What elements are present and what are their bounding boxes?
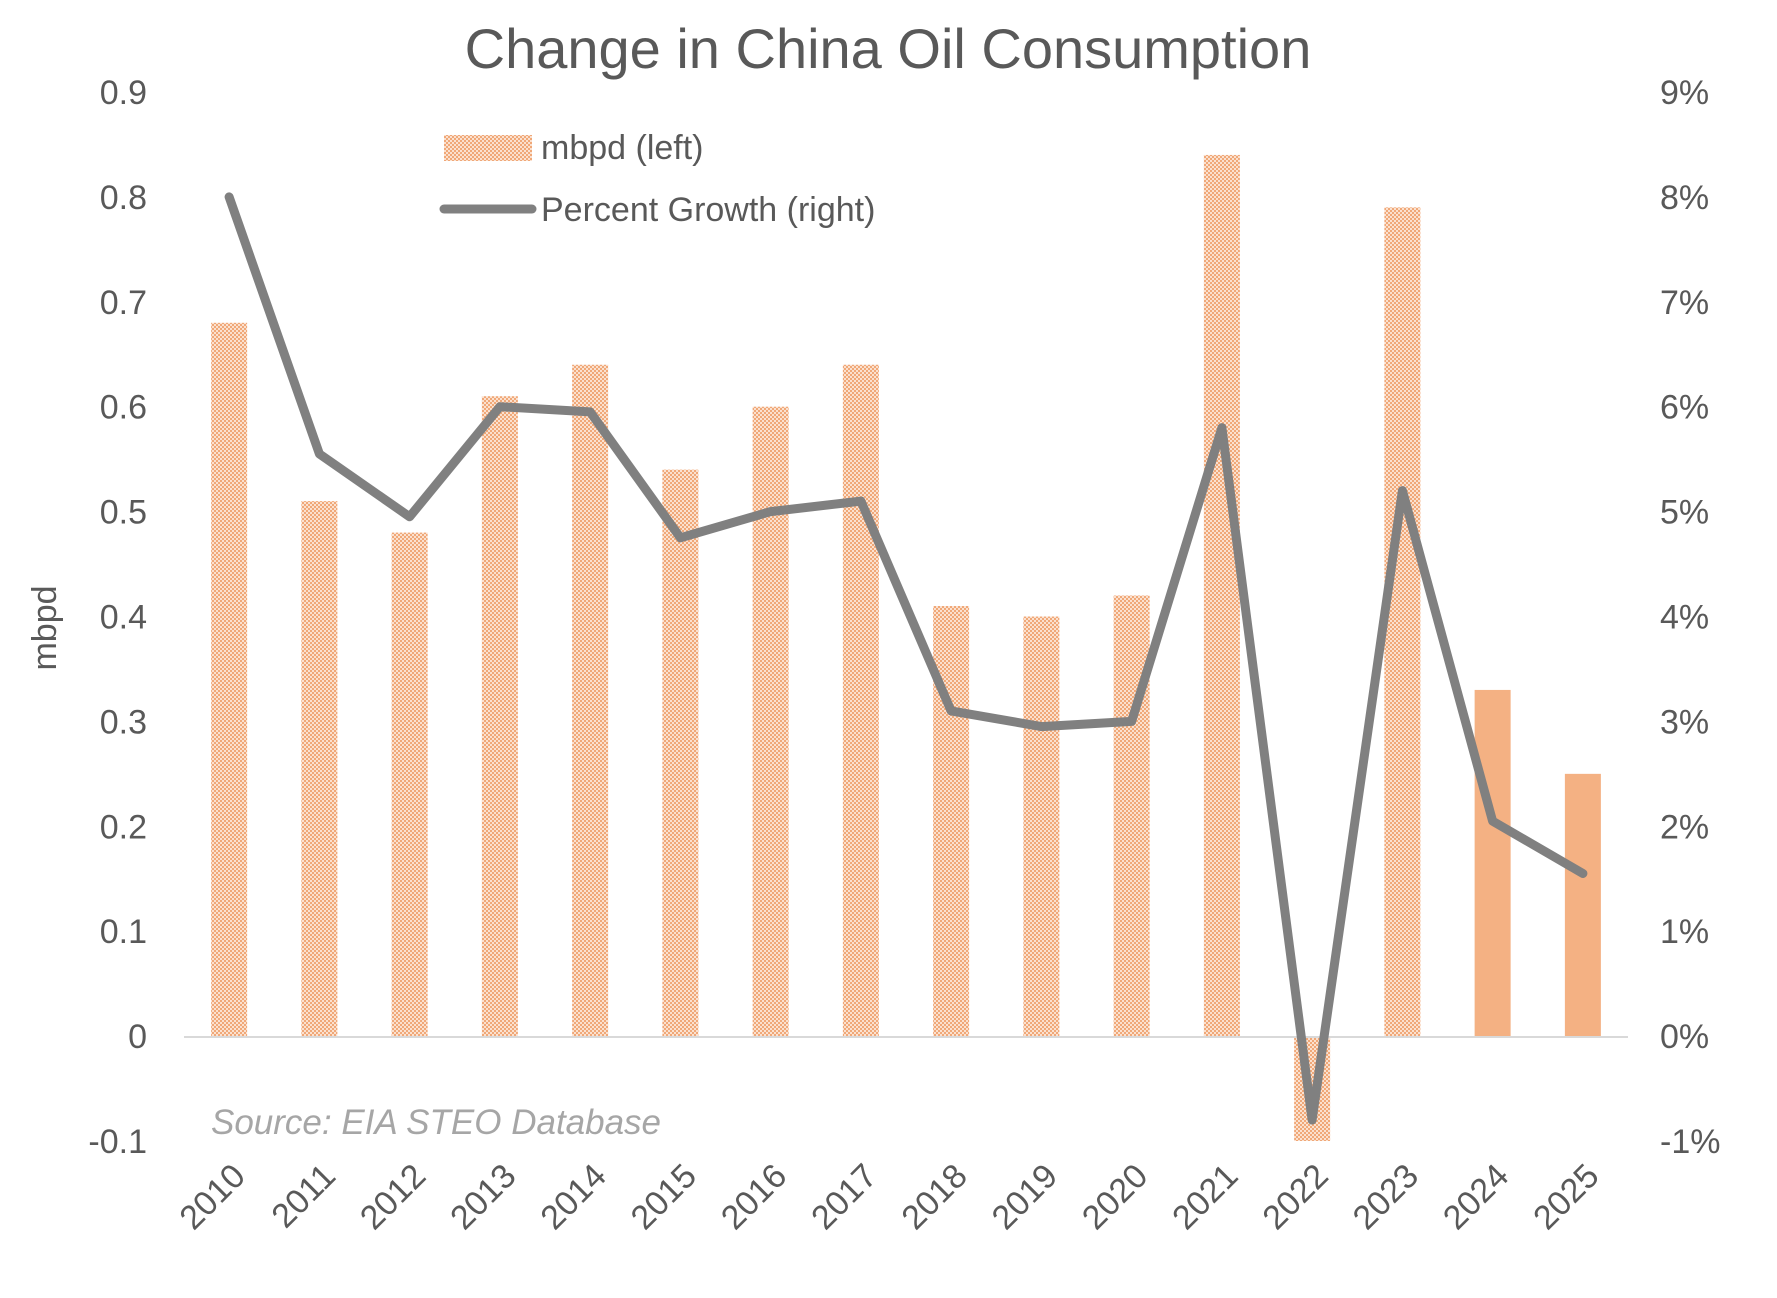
left-tick-label: 0.5: [100, 494, 147, 532]
x-axis-ticks: 2010 2011 2012 2013 2014 2015 2016 2017 2018 2019…: [172, 1157, 1606, 1237]
bar-2012: [391, 532, 428, 1037]
bar-2015: [662, 469, 699, 1037]
x-tick-label: 2024: [1436, 1157, 1516, 1237]
source-note: Source: EIA STEO Database: [211, 1103, 661, 1142]
right-tick-label: 6%: [1660, 389, 1709, 427]
x-tick-label: 2014: [533, 1157, 613, 1237]
bar-2021: [1203, 154, 1240, 1037]
y-axis-label: mbpd: [26, 585, 64, 670]
bar-2014: [572, 364, 609, 1037]
bar-2017: [842, 364, 879, 1037]
right-tick-label: 8%: [1660, 179, 1709, 217]
x-tick-label: 2010: [172, 1157, 252, 1237]
x-tick-label: 2021: [1165, 1157, 1245, 1237]
bar-2025: [1564, 773, 1601, 1037]
right-tick-label: 9%: [1660, 74, 1709, 112]
line-series: [224, 192, 1588, 1125]
x-tick-label: 2012: [353, 1157, 433, 1237]
percent-growth-line: [224, 192, 1588, 1125]
chart-title: Change in China Oil Consumption: [465, 17, 1312, 80]
bar-2010: [211, 322, 248, 1037]
x-tick-label: 2023: [1346, 1157, 1426, 1237]
bar-2019: [1023, 616, 1060, 1037]
left-tick-label: 0.8: [100, 179, 147, 217]
x-tick-label: 2016: [714, 1157, 794, 1237]
right-tick-label: 5%: [1660, 494, 1709, 532]
left-tick-label: 0.6: [100, 389, 147, 427]
bar-2024: [1474, 689, 1511, 1037]
left-tick-label: 0.3: [100, 703, 147, 741]
x-tick-label: 2019: [985, 1157, 1065, 1237]
right-tick-label: 1%: [1660, 913, 1709, 951]
left-tick-label: 0.9: [100, 74, 147, 112]
legend-bar-swatch: [444, 135, 532, 161]
bar-2016: [752, 406, 789, 1037]
legend: mbpd (left) Percent Growth (right): [439, 129, 875, 229]
left-axis-ticks: -0.1 0 0.1 0.2 0.3 0.4 0.5 0.6 0.7 0.8 0.9: [88, 74, 147, 1161]
right-tick-label: -1%: [1660, 1123, 1720, 1161]
legend-bar-label: mbpd (left): [541, 129, 704, 167]
bar-2023: [1384, 207, 1421, 1037]
bar-2011: [301, 501, 338, 1037]
x-tick-label: 2020: [1075, 1157, 1155, 1237]
left-tick-label: 0.4: [100, 599, 147, 637]
right-tick-label: 2%: [1660, 808, 1709, 846]
right-tick-label: 0%: [1660, 1018, 1709, 1056]
x-tick-label: 2013: [443, 1157, 523, 1237]
bar-series: [211, 154, 1601, 1141]
x-tick-label: 2011: [264, 1157, 343, 1236]
x-tick-label: 2022: [1255, 1157, 1335, 1237]
right-tick-label: 7%: [1660, 284, 1709, 322]
legend-line-label: Percent Growth (right): [541, 191, 875, 229]
right-tick-label: 3%: [1660, 703, 1709, 741]
left-tick-label: 0.2: [100, 808, 147, 846]
right-tick-label: 4%: [1660, 599, 1709, 637]
left-tick-label: 0.7: [100, 284, 147, 322]
left-tick-label: -0.1: [88, 1123, 147, 1161]
bar-2013: [481, 396, 518, 1037]
x-tick-label: 2025: [1526, 1157, 1606, 1237]
x-tick-label: 2017: [804, 1157, 884, 1237]
bar-2020: [1113, 595, 1150, 1037]
x-tick-label: 2018: [894, 1157, 974, 1237]
left-tick-label: 0.1: [100, 913, 147, 951]
x-tick-label: 2015: [624, 1157, 704, 1237]
left-tick-label: 0: [128, 1018, 147, 1056]
right-axis-ticks: -1% 0% 1% 2% 3% 4% 5% 6% 7% 8% 9%: [1660, 74, 1720, 1161]
